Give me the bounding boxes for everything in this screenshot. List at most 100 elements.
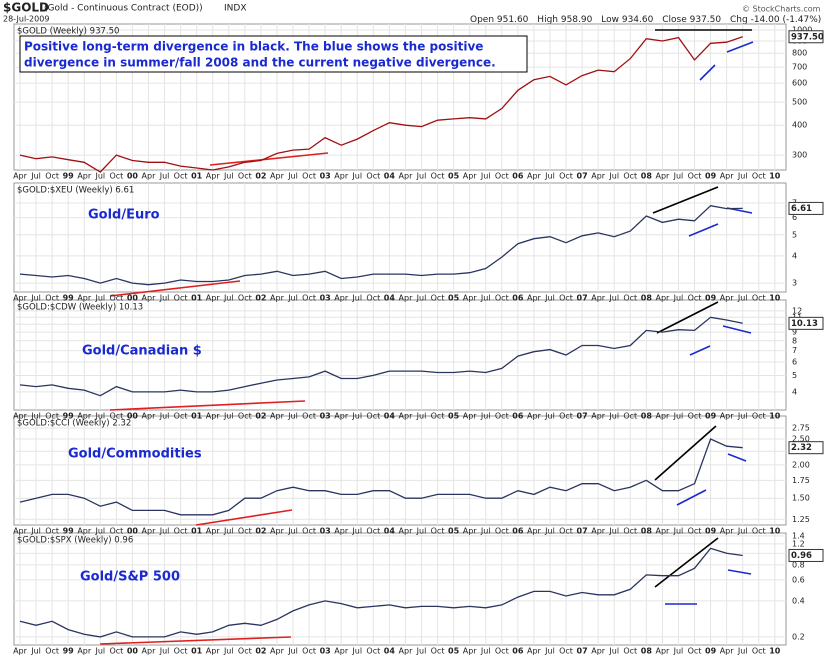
annotation-box — [19, 35, 528, 73]
x-tick-label: Jul — [159, 294, 170, 303]
x-tick-label: Oct — [109, 294, 123, 303]
panel-frame — [13, 532, 787, 646]
y-tick-label: 1.75 — [792, 476, 810, 485]
x-tick-label: Apr — [527, 527, 542, 536]
x-tick-label: Oct — [366, 527, 380, 536]
x-tick-label: 02 — [255, 647, 266, 656]
x-tick-label: Oct — [109, 412, 123, 421]
x-tick-label: Jul — [480, 647, 491, 656]
credit: © StockCharts.com — [742, 5, 821, 14]
x-tick-label: Apr — [142, 647, 157, 656]
y-tick-label: 5 — [792, 230, 797, 239]
y-tick-label: 500 — [792, 98, 807, 107]
x-tick-label: Apr — [270, 294, 285, 303]
instrument-name: (Gold - Continuous Contract (EOD)) — [44, 4, 203, 14]
trend-line — [99, 636, 292, 645]
panel-label: Gold/Euro — [88, 208, 160, 223]
x-tick-label: Oct — [431, 172, 445, 181]
x-tick-label: Apr — [77, 412, 92, 421]
x-tick-label: 99 — [63, 527, 75, 536]
x-tick-label: Oct — [688, 172, 702, 181]
stat-label: Close — [662, 15, 687, 25]
x-tick-label: Jul — [544, 647, 555, 656]
x-tick-label: 08 — [641, 647, 653, 656]
x-tick-label: Oct — [559, 527, 573, 536]
x-tick-label: 03 — [320, 172, 331, 181]
x-tick-label: 07 — [577, 647, 588, 656]
x-tick-label: 09 — [705, 172, 717, 181]
x-tick-label: Oct — [559, 294, 573, 303]
x-tick-label: Oct — [752, 172, 766, 181]
y-tick-label: 0.6 — [792, 575, 805, 584]
y-tick-label: 600 — [792, 79, 807, 88]
x-tick-label: Apr — [77, 172, 92, 181]
x-tick-label: Oct — [688, 647, 702, 656]
x-tick-label: Apr — [527, 647, 542, 656]
x-tick-label: Apr — [720, 527, 735, 536]
x-tick-label: Oct — [623, 527, 637, 536]
x-tick-label: Oct — [366, 294, 380, 303]
x-tick-label: Oct — [623, 294, 637, 303]
x-tick-label: Apr — [334, 172, 349, 181]
x-tick-label: Oct — [559, 647, 573, 656]
trend-line — [652, 186, 719, 214]
x-tick-label: Jul — [159, 527, 170, 536]
x-tick-label: Jul — [223, 172, 234, 181]
x-tick-label: Apr — [334, 412, 349, 421]
trend-line — [726, 41, 754, 53]
data-line — [19, 547, 743, 638]
x-tick-label: Apr — [13, 172, 28, 181]
trend-line — [656, 301, 719, 334]
x-tick-label: Oct — [238, 294, 252, 303]
panel-title: $GOLD (Weekly) 937.50 — [17, 27, 119, 37]
x-tick-label: Oct — [45, 294, 59, 303]
trend-line — [727, 453, 747, 462]
x-tick-label: Oct — [623, 172, 637, 181]
x-tick-label: Oct — [623, 647, 637, 656]
y-tick-label: 1.50 — [792, 494, 810, 503]
x-tick-label: Oct — [174, 294, 188, 303]
x-tick-label: 01 — [191, 172, 203, 181]
x-tick-label: Jul — [223, 527, 234, 536]
x-tick-label: Oct — [238, 647, 252, 656]
x-tick-label: 00 — [127, 172, 139, 181]
x-tick-label: Oct — [431, 412, 445, 421]
x-tick-label: Jul — [737, 647, 748, 656]
last-value-label: 937.50 — [791, 32, 824, 42]
y-tick-label: 12 — [792, 306, 802, 315]
x-tick-label: Jul — [673, 527, 684, 536]
x-tick-label: Jul — [30, 412, 41, 421]
x-tick-label: 99 — [63, 647, 75, 656]
x-tick-label: Oct — [752, 412, 766, 421]
x-tick-label: Jul — [94, 412, 105, 421]
x-tick-label: Apr — [527, 412, 542, 421]
x-tick-label: Jul — [544, 527, 555, 536]
stat-value: 937.50 — [690, 15, 722, 25]
data-line — [19, 205, 743, 286]
trend-line — [727, 569, 752, 575]
x-tick-label: Apr — [720, 412, 735, 421]
trend-line — [109, 280, 241, 297]
x-tick-label: 10 — [769, 172, 781, 181]
x-tick-label: Apr — [13, 294, 28, 303]
exchange: INDX — [224, 4, 246, 14]
last-value-label: 6.61 — [791, 204, 812, 214]
x-tick-label: Jul — [223, 412, 234, 421]
trend-line — [654, 537, 719, 588]
x-tick-label: Apr — [655, 172, 670, 181]
x-tick-label: Apr — [399, 412, 414, 421]
x-tick-label: Oct — [495, 647, 509, 656]
x-tick-label: 06 — [512, 527, 524, 536]
x-tick-label: Jul — [223, 294, 234, 303]
x-tick-label: 04 — [384, 294, 396, 303]
y-tick-label: 800 — [792, 49, 807, 58]
x-tick-label: Jul — [351, 294, 362, 303]
x-tick-label: Apr — [591, 647, 606, 656]
x-tick-label: Jul — [737, 527, 748, 536]
x-tick-label: Oct — [109, 527, 123, 536]
panel-title: $GOLD:$SPX (Weekly) 0.96 — [17, 536, 133, 546]
last-value-label: 0.96 — [791, 551, 812, 561]
x-tick-label: 09 — [705, 294, 717, 303]
x-tick-label: Apr — [399, 172, 414, 181]
